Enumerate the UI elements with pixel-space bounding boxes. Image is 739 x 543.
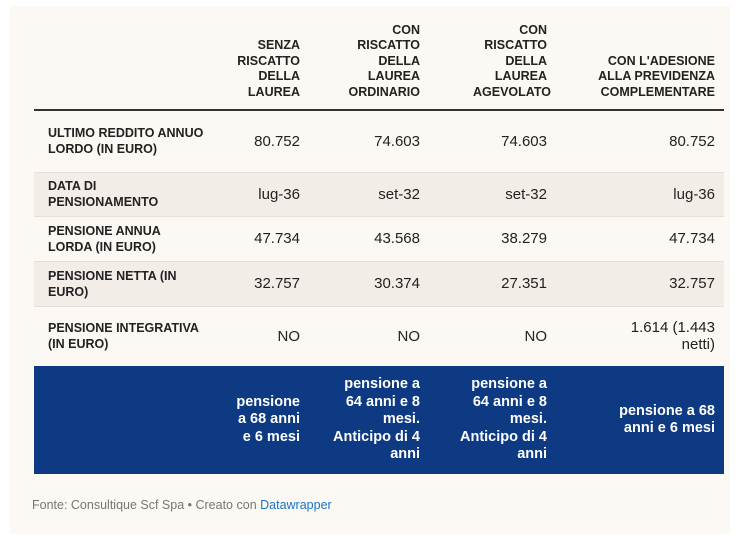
source-note: Fonte: Consultique Scf Spa • Creato con … <box>32 498 332 512</box>
table-row: PENSIONE ANNUA LORDA (IN EURO) 47.734 43… <box>34 216 724 262</box>
column-header-empty <box>34 16 214 111</box>
cell-value: 47.734 <box>557 216 724 262</box>
column-header-riscatto-agevolato: CON RISCATTO DELLA LAUREA AGEVOLATO <box>430 16 557 111</box>
row-label: PENSIONE ANNUA LORDA (IN EURO) <box>34 216 214 262</box>
cell-value: 38.279 <box>430 216 557 262</box>
source-text: Fonte: Consultique Scf Spa • Creato con <box>32 498 257 512</box>
cell-value: lug-36 <box>214 172 310 217</box>
column-header-riscatto-ordinario: CON RISCATTO DELLA LAUREA ORDINARIO <box>310 16 430 111</box>
table-row: PENSIONE INTEGRATIVA (IN EURO) NO NO NO … <box>34 306 724 366</box>
cell-value: 47.734 <box>214 216 310 262</box>
pension-table: SENZA RISCATTO DELLA LAUREA CON RISCATTO… <box>34 16 724 474</box>
cell-value: 32.757 <box>214 261 310 307</box>
cell-value: NO <box>277 327 301 345</box>
summary-cell: pensione a 64 anni e 8 mesi. Anticipo di… <box>333 376 420 463</box>
cell-value: 32.757 <box>557 261 724 307</box>
cell-value: 74.603 <box>310 110 430 173</box>
cell-value: set-32 <box>310 172 430 217</box>
cell-value: 27.351 <box>430 261 557 307</box>
cell-value: NO <box>397 327 421 345</box>
row-label: ULTIMO REDDITO ANNUO LORDO (IN EURO) <box>34 110 214 173</box>
cell-value: 43.568 <box>310 216 430 262</box>
cell-value: 74.603 <box>430 110 557 173</box>
summary-label-empty <box>34 366 214 474</box>
cell-value: NO <box>524 327 548 345</box>
column-header-senza-riscatto: SENZA RISCATTO DELLA LAUREA <box>214 16 310 111</box>
cell-value: 30.374 <box>310 261 430 307</box>
cell-value: 80.752 <box>214 110 310 173</box>
summary-row: pensione a 68 anni e 6 mesi pensione a 6… <box>34 366 724 474</box>
header-row: SENZA RISCATTO DELLA LAUREA CON RISCATTO… <box>34 16 724 111</box>
cell-value: set-32 <box>430 172 557 217</box>
column-header-previdenza-complementare: CON L'ADESIONE ALLA PREVIDENZA COMPLEMEN… <box>557 16 724 111</box>
row-label: PENSIONE INTEGRATIVA (IN EURO) <box>48 321 199 352</box>
table-card: SENZA RISCATTO DELLA LAUREA CON RISCATTO… <box>10 6 730 534</box>
cell-value: 1.614 (1.443 netti) <box>630 319 715 354</box>
datawrapper-link[interactable]: Datawrapper <box>260 498 332 512</box>
table-row: ULTIMO REDDITO ANNUO LORDO (IN EURO) 80.… <box>34 110 724 173</box>
summary-cell: pensione a 68 anni e 6 mesi <box>236 393 300 445</box>
summary-cell: pensione a 64 anni e 8 mesi. Anticipo di… <box>460 376 547 463</box>
row-label: PENSIONE NETTA (IN EURO) <box>34 261 214 307</box>
row-label: DATA DI PENSIONAMENTO <box>34 172 214 217</box>
summary-cell: pensione a 68 anni e 6 mesi <box>619 402 715 437</box>
table-row: DATA DI PENSIONAMENTO lug-36 set-32 set-… <box>34 172 724 217</box>
cell-value: 80.752 <box>557 110 724 173</box>
table-row: PENSIONE NETTA (IN EURO) 32.757 30.374 2… <box>34 261 724 307</box>
cell-value: lug-36 <box>557 172 724 217</box>
